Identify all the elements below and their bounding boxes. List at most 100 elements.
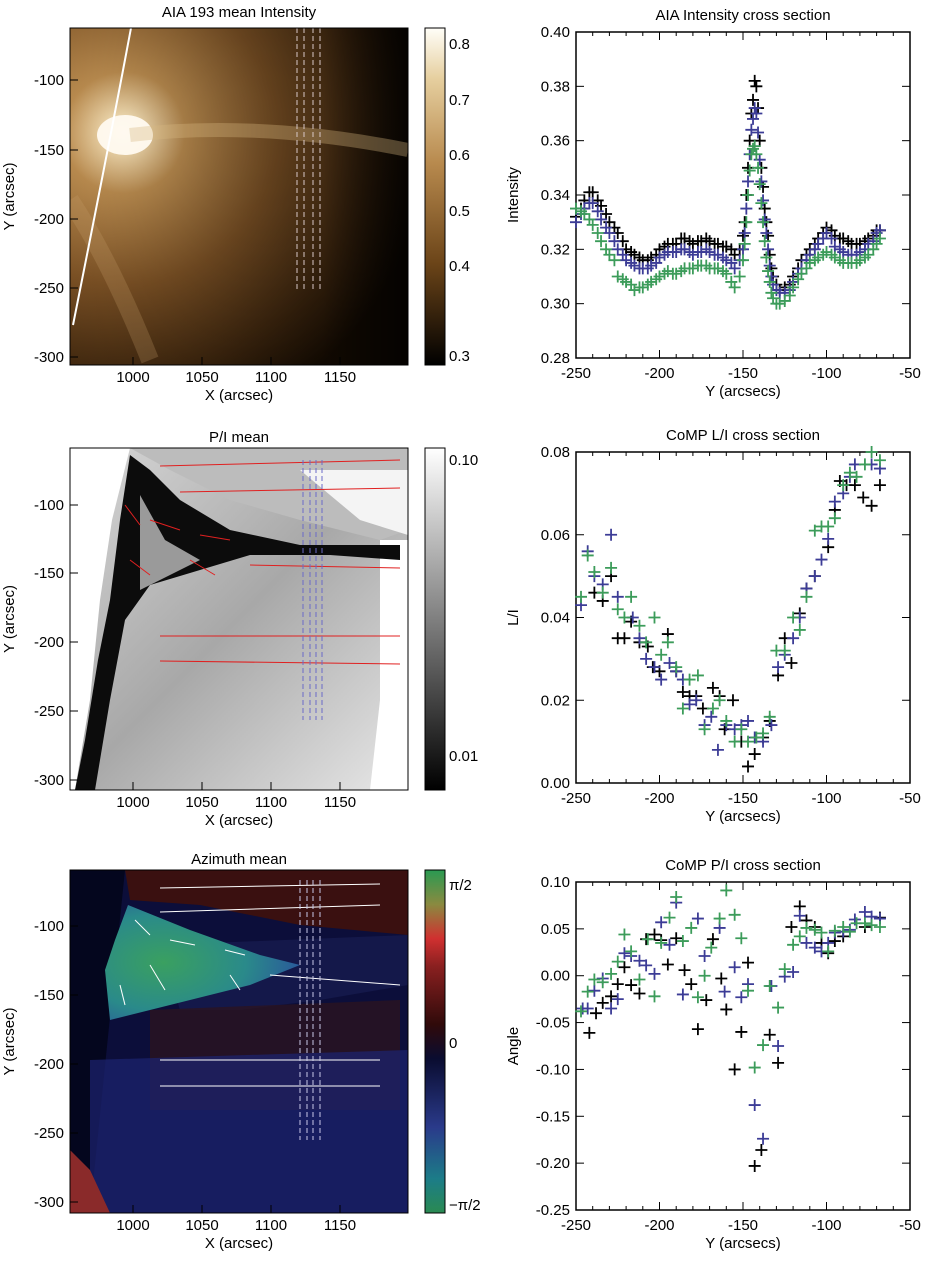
data-point (735, 932, 748, 945)
data-point (705, 941, 718, 954)
data-point (663, 657, 676, 670)
data-point (772, 1040, 785, 1052)
data-point (711, 237, 724, 250)
data-point (661, 636, 674, 649)
data-point (800, 921, 813, 934)
data-point (711, 248, 724, 261)
slit-lines (296, 28, 321, 290)
data-point (735, 1025, 748, 1038)
colorbar (424, 869, 446, 1214)
data-point (787, 938, 800, 951)
data-point (858, 458, 871, 471)
y-axis-label: Intensity (505, 167, 522, 223)
data-point (620, 254, 633, 267)
data-point (740, 216, 753, 229)
data-point (793, 930, 806, 943)
data-point (778, 294, 791, 307)
data-point (570, 216, 582, 229)
plot-frame (69, 869, 409, 1214)
data-point (648, 611, 661, 624)
data-point (822, 532, 835, 545)
data-point (728, 908, 741, 921)
data-point (586, 197, 599, 210)
data-point (588, 565, 601, 578)
y-tick-label: 0.28 (541, 350, 570, 367)
data-point (763, 980, 776, 993)
data-point (640, 959, 653, 972)
colorbar-tick-label: −π/2 (449, 1197, 481, 1214)
y-axis-label: Angle (505, 1027, 522, 1065)
data-point (837, 246, 850, 259)
data-point (685, 921, 698, 934)
data-point (591, 205, 604, 218)
solar-limb-line (72, 28, 132, 326)
data-point (742, 760, 755, 773)
data-point (591, 227, 604, 240)
data-point (570, 202, 582, 215)
data-point (648, 990, 661, 1003)
y-axis-label: L/I (505, 609, 522, 626)
pi-image (70, 448, 408, 790)
y-tick-label: -300 (34, 349, 64, 366)
data-point (595, 235, 608, 248)
data-point (698, 723, 711, 736)
y-tick-label: -250 (34, 703, 64, 720)
data-point (747, 93, 760, 106)
y-tick-label: 0.00 (541, 775, 570, 792)
data-point (785, 657, 798, 670)
data-point (588, 973, 601, 986)
data-point (618, 928, 631, 941)
data-point (698, 969, 711, 982)
plot-title: CoMP P/I cross section (665, 857, 821, 874)
data-point (873, 454, 886, 467)
data-point (778, 963, 791, 976)
y-tick-label: -200 (34, 1056, 64, 1073)
data-point (713, 912, 726, 925)
data-point (686, 237, 699, 250)
data-point (663, 938, 676, 951)
data-point (812, 251, 825, 264)
data-point (748, 1061, 761, 1074)
data-point (785, 920, 798, 933)
data-point (737, 243, 749, 256)
y-tick-label: 0.40 (541, 24, 570, 41)
data-point (611, 270, 624, 283)
data-point (720, 254, 733, 267)
data-point (578, 208, 591, 221)
data-point (828, 240, 841, 253)
x-tick-label: 1100 (255, 369, 287, 386)
data-point (640, 636, 653, 649)
data-point (837, 920, 850, 933)
data-point (645, 275, 658, 288)
data-point (618, 632, 631, 645)
data-point (757, 216, 770, 229)
plot-title: AIA Intensity cross section (655, 7, 830, 24)
data-point (678, 232, 691, 245)
data-point (743, 134, 756, 147)
x-tick-label: -250 (561, 790, 591, 807)
series-1 (583, 900, 886, 1172)
data-point (633, 987, 646, 1000)
data-point (618, 961, 631, 974)
data-point (787, 281, 800, 294)
data-point (858, 905, 871, 918)
data-point (605, 990, 618, 1003)
data-point (745, 123, 758, 136)
series-3 (575, 884, 886, 1074)
data-point (683, 673, 696, 686)
data-point (581, 985, 594, 998)
x-tick-label: -100 (811, 365, 841, 382)
y-tick-label: -200 (34, 211, 64, 228)
data-point (581, 549, 594, 562)
data-point (605, 561, 618, 574)
x-tick-label: 1050 (185, 369, 218, 386)
data-point (757, 1132, 770, 1145)
data-point (862, 248, 875, 261)
plot-frame (69, 27, 409, 366)
series-2 (575, 458, 886, 756)
y-tick-label: -150 (34, 142, 64, 159)
data-point (865, 499, 878, 512)
data-point (605, 1002, 618, 1015)
plot-frame (69, 447, 409, 791)
data-point (755, 175, 768, 188)
